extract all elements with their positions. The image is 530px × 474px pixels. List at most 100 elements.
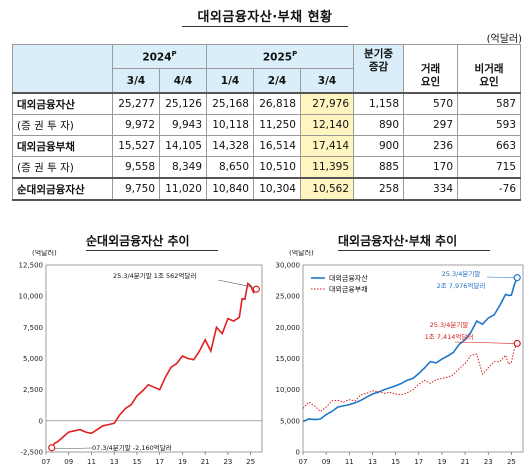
y-tick-label: -2,500 <box>20 449 43 457</box>
table-cell: 11,250 <box>253 114 301 136</box>
x-tick-label: 23 <box>484 458 493 466</box>
x-tick-label: 15 <box>391 458 400 466</box>
y-tick-label: 2,500 <box>23 386 43 394</box>
quarter-header: 4/4 <box>159 68 207 94</box>
financial-table: 2024P 2025P 분기중 증감 거래 요인 비거래 요인 3/4 4/4 1/4… <box>12 44 522 201</box>
y-tick-label: 12,500 <box>19 262 44 270</box>
table-row: (증 권 투 자) 9,972 9,943 10,118 11,250 12,1… <box>12 114 522 136</box>
table-cell: 8,349 <box>159 156 207 179</box>
table-cell: 8,650 <box>206 156 254 179</box>
quarter-header: 2/4 <box>253 68 301 94</box>
annotation-label: 1조 7,414억달러 <box>425 332 474 341</box>
x-tick-label: 19 <box>437 458 446 466</box>
x-tick-label: 17 <box>414 458 423 466</box>
year-2024-header: 2024P <box>112 44 207 69</box>
table-cell: 890 <box>353 114 405 136</box>
series-endpoint-marker <box>513 274 521 282</box>
table-cell: 10,118 <box>206 114 254 136</box>
annotation-label: 25.3/4분기말 <box>442 269 481 278</box>
nontrade-factor-header: 비거래 요인 <box>457 44 522 94</box>
series-start-marker <box>48 444 56 452</box>
legend-label: 대외금융자산 <box>329 274 368 283</box>
chart-title-underline <box>86 250 218 251</box>
table-cell: 14,105 <box>159 135 207 157</box>
x-tick-label: 21 <box>201 458 210 466</box>
table-cell: 16,514 <box>253 135 301 157</box>
table-cell: 10,840 <box>206 177 254 201</box>
row-label: (증 권 투 자) <box>12 114 113 136</box>
table-row: 대외금융자산 25,277 25,126 25,168 26,818 27,97… <box>12 92 522 115</box>
table-row: 순대외금융자산 9,750 11,020 10,840 10,304 10,56… <box>12 177 522 201</box>
x-tick-label: 25 <box>507 458 516 466</box>
x-tick-label: 07 <box>299 458 308 466</box>
table-cell: -76 <box>457 177 522 201</box>
table-cell: 17,414 <box>299 135 355 157</box>
table-cell: 334 <box>403 177 459 201</box>
page-title: 대외금융자산·부채 현황 <box>197 10 333 25</box>
annotation-leader-line <box>217 279 254 288</box>
table-cell: 9,558 <box>112 156 160 179</box>
annotation-label: 25.3/4분기말 1조 562억달러 <box>113 271 196 280</box>
table-cell: 170 <box>403 156 459 179</box>
quarter-header: 3/4 <box>112 68 160 94</box>
y-unit-label: (억달러) <box>32 250 57 257</box>
series-endpoint-marker <box>252 285 260 293</box>
table-cell: 570 <box>403 92 459 115</box>
table-cell: 12,140 <box>299 114 355 136</box>
table-cell: 593 <box>457 114 522 136</box>
chart-title-underline <box>338 250 490 251</box>
table-cell: 25,168 <box>206 92 254 115</box>
table-row: (증 권 투 자) 9,558 8,349 8,650 10,510 11,39… <box>12 156 522 179</box>
y-tick-label: 0 <box>39 417 43 425</box>
table-cell: 27,976 <box>299 92 355 115</box>
table-cell: 258 <box>353 177 405 201</box>
table-row: 대외금융부채 15,527 14,105 14,328 16,514 17,41… <box>12 135 522 157</box>
table-cell: 236 <box>403 135 459 157</box>
corner-header <box>12 44 113 94</box>
trade-factor-header: 거래 요인 <box>403 44 459 94</box>
row-label: 대외금융부채 <box>12 135 113 157</box>
quarter-header: 3/4 <box>299 68 355 94</box>
x-tick-label: 09 <box>64 458 73 466</box>
table-cell: 9,972 <box>112 114 160 136</box>
chart-title-assets-liabilities: 대외금융자산·부채 추이 <box>338 234 458 248</box>
x-tick-label: 13 <box>110 458 119 466</box>
x-tick-label: 23 <box>223 458 232 466</box>
annotation-leader-line <box>454 341 515 344</box>
y-tick-label: 25,000 <box>276 293 301 301</box>
table-cell: 11,395 <box>299 156 355 179</box>
row-label: (증 권 투 자) <box>12 156 113 179</box>
annotation-label: 25.3/4분기말 <box>430 320 469 329</box>
table-cell: 10,304 <box>253 177 301 201</box>
annotation-label: 2조 7,976억달러 <box>437 281 486 290</box>
table-cell: 9,750 <box>112 177 160 201</box>
x-tick-label: 13 <box>368 458 377 466</box>
table-cell: 15,527 <box>112 135 160 157</box>
table-cell: 587 <box>457 92 522 115</box>
table-cell: 11,020 <box>159 177 207 201</box>
series-endpoint-marker <box>513 339 521 348</box>
x-tick-label: 17 <box>155 458 164 466</box>
row-label: 대외금융자산 <box>12 92 113 115</box>
table-cell: 14,328 <box>206 135 254 157</box>
table-cell: 10,510 <box>253 156 301 179</box>
change-header: 분기중 증감 <box>353 44 405 94</box>
annotation-label: 07.3/4분기말 -2,160억달러 <box>92 443 172 452</box>
year-2025-header: 2025P <box>205 44 355 69</box>
unit-note: (억달러) <box>486 34 522 45</box>
table-cell: 715 <box>457 156 522 179</box>
table-cell: 26,818 <box>253 92 301 115</box>
plot-frame <box>302 264 524 453</box>
y-tick-label: 5,000 <box>280 417 300 425</box>
y-tick-label: 30,000 <box>276 262 301 270</box>
y-unit-label: (억달러) <box>289 250 314 257</box>
table-cell: 9,943 <box>159 114 207 136</box>
annotation-leader-line <box>486 276 515 278</box>
plot-frame <box>45 264 263 453</box>
chart-title-net-assets: 순대외금융자산 추이 <box>86 234 190 248</box>
x-tick-label: 07 <box>42 458 51 466</box>
table-cell: 25,277 <box>112 92 160 115</box>
x-tick-label: 21 <box>461 458 470 466</box>
y-tick-label: 10,000 <box>276 386 301 394</box>
x-tick-label: 15 <box>132 458 141 466</box>
